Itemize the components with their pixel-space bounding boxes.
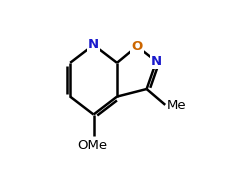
- Text: Me: Me: [167, 99, 186, 112]
- Text: O: O: [131, 40, 143, 53]
- Text: N: N: [88, 38, 99, 51]
- Text: N: N: [151, 55, 162, 68]
- Text: OMe: OMe: [77, 139, 107, 152]
